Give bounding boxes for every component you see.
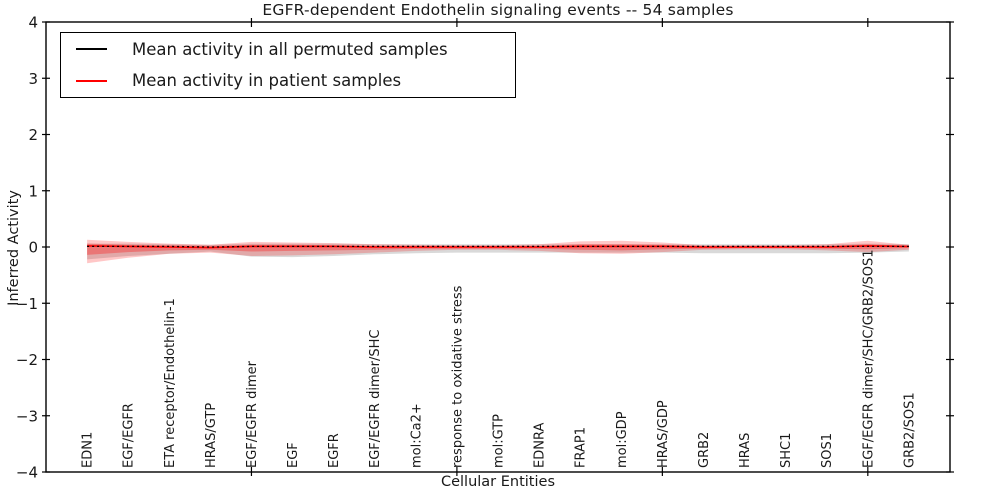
y-tick-label: 4 xyxy=(28,14,38,32)
entity-label: mol:Ca2+ xyxy=(409,403,424,468)
y-tick-label: 1 xyxy=(28,182,38,200)
y-tick-label: 3 xyxy=(28,70,38,88)
entity-label: GRB2 xyxy=(697,432,712,468)
y-axis-title: Inferred Activity xyxy=(6,190,22,306)
entity-label: EGFR xyxy=(327,433,342,468)
legend-label-patient: Mean activity in patient samples xyxy=(132,71,402,91)
permuted-mean-line xyxy=(87,245,909,248)
y-tick-label: −2 xyxy=(16,351,38,369)
y-tick-label: 2 xyxy=(28,126,38,144)
legend-line-swatch-black xyxy=(76,48,107,51)
entity-label: EGF/EGFR dimer xyxy=(245,360,260,468)
entity-label: ETA receptor/Endothelin-1 xyxy=(163,298,178,468)
entity-label: EDN1 xyxy=(81,432,96,468)
legend-line-swatch-red xyxy=(76,79,107,82)
entity-label: FRAP1 xyxy=(574,427,589,468)
y-tick-label: −1 xyxy=(16,295,38,313)
y-tick-label: −3 xyxy=(16,407,38,425)
entity-label: HRAS/GTP xyxy=(204,403,219,468)
legend-row-permuted: Mean activity in all permuted samples xyxy=(61,34,515,64)
entity-label: mol:GTP xyxy=(492,414,507,468)
x-axis-title: Cellular Entities xyxy=(440,474,556,490)
entity-label: SHC1 xyxy=(779,433,794,468)
entity-label: response to oxidative stress xyxy=(450,285,465,468)
entity-label: EGF xyxy=(286,442,301,468)
legend-label-permuted: Mean activity in all permuted samples xyxy=(132,39,448,59)
chart-title: EGFR-dependent Endothelin signaling even… xyxy=(262,1,734,19)
legend: Mean activity in all permuted samples Me… xyxy=(60,32,516,98)
y-tick-label: 0 xyxy=(28,239,38,257)
entity-label: SOS1 xyxy=(820,433,835,468)
entity-label: HRAS/GDP xyxy=(656,400,671,468)
entity-label: EGF/EGFR xyxy=(122,403,137,468)
entity-label: EDNRA xyxy=(533,423,548,468)
legend-row-patient: Mean activity in patient samples xyxy=(61,66,515,96)
y-tick-label: −4 xyxy=(16,464,38,482)
entity-label: EGF/EGFR dimer/SHC/GRB2/SOS1 xyxy=(861,250,876,469)
entity-label: HRAS xyxy=(738,433,753,468)
entity-label: EGF/EGFR dimer/SHC xyxy=(368,330,383,468)
entity-label: GRB2/SOS1 xyxy=(902,392,917,468)
entity-label: mol:GDP xyxy=(615,411,630,468)
